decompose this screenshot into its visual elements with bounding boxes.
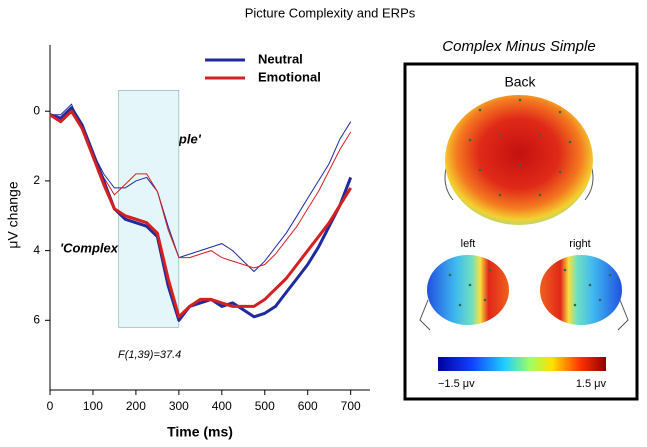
- annotation: 'Complex': [60, 240, 122, 255]
- x-tick-label: 500: [255, 399, 275, 413]
- panel-label: left: [461, 238, 476, 250]
- complex-line: [49, 109, 352, 319]
- annotation: F(1,39)=37.4: [118, 349, 181, 361]
- outline: [419, 299, 629, 331]
- y-tick-label: 2: [33, 173, 40, 187]
- panel-label: right: [569, 238, 590, 250]
- colorbar-label: 1.5 μv: [576, 378, 607, 390]
- legend-label: Neutral: [258, 51, 303, 66]
- topomap: [445, 95, 593, 225]
- y-axis-label: μV change: [5, 181, 21, 248]
- x-tick-label: 100: [83, 399, 103, 413]
- x-tick-label: 300: [169, 399, 189, 413]
- topomap: [427, 255, 509, 325]
- colorbar: [438, 357, 606, 371]
- y-tick-label: 6: [33, 312, 40, 326]
- panel-label: Back: [504, 74, 536, 90]
- topomap: [540, 255, 622, 325]
- simple-line: [50, 103, 352, 273]
- y-tick-label: 0: [33, 103, 40, 117]
- colorbar-label: −1.5 μv: [438, 378, 475, 390]
- y-tick-label: 4: [33, 243, 40, 257]
- panel-frame: [403, 62, 639, 401]
- x-tick-label: 200: [126, 399, 146, 413]
- x-axis-label: Time (ms): [167, 424, 233, 440]
- x-tick-label: 0: [47, 399, 54, 413]
- x-tick-label: 400: [212, 399, 232, 413]
- legend-label: Emotional: [258, 69, 321, 84]
- x-tick-label: 700: [341, 399, 361, 413]
- electrodes: [448, 98, 612, 307]
- x-tick-label: 600: [298, 399, 318, 413]
- panel-title: Complex Minus Simple: [442, 38, 595, 55]
- chart-title: Picture Complexity and ERPs: [245, 5, 416, 20]
